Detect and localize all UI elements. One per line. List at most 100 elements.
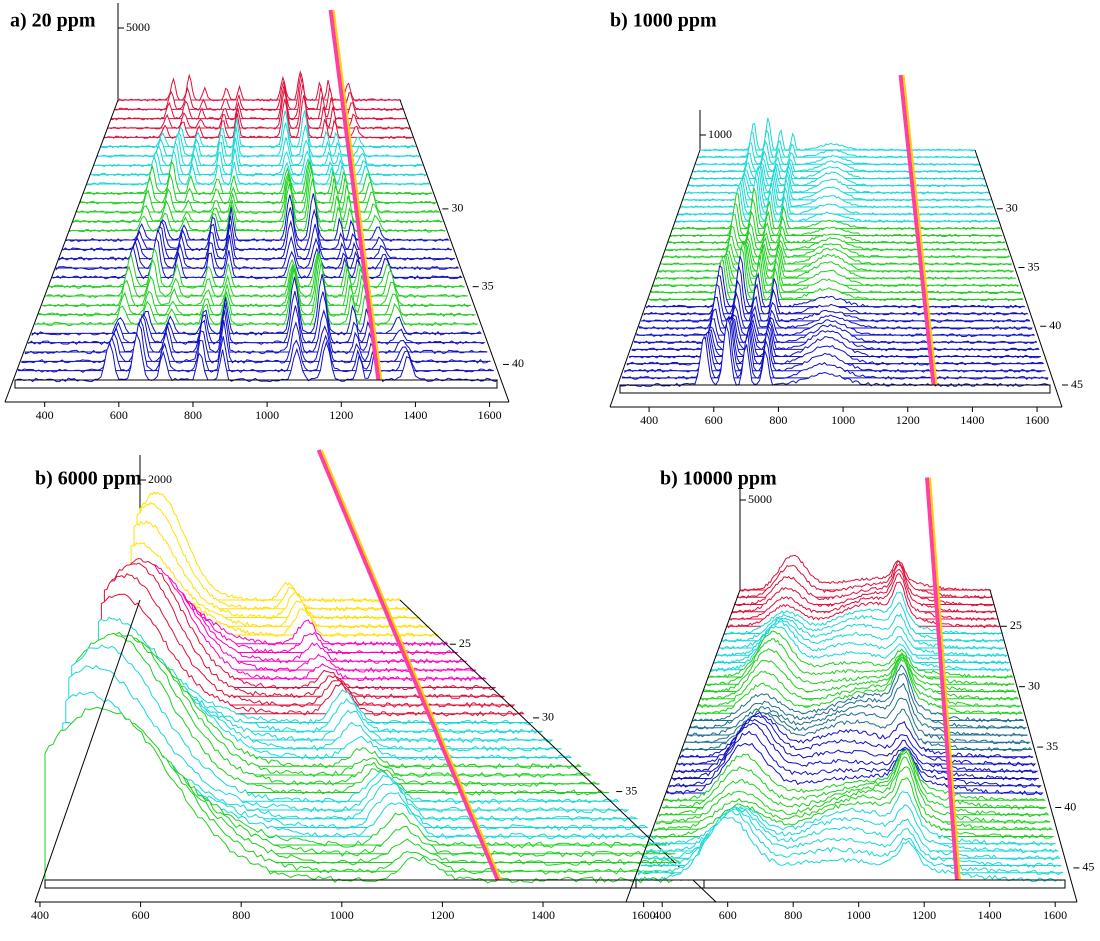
x-tick-label: 1000 [255, 408, 279, 422]
side-edge [989, 589, 1078, 903]
y-tick-label: 35 [1046, 739, 1058, 753]
panel: b) 1000 ppm 1000 400 600 800 1000 1200 1400 1600… [609, 10, 1083, 427]
spectrum-trace [731, 568, 996, 614]
x-tick-label: 1000 [847, 908, 871, 922]
spike-line [898, 74, 936, 386]
x-tick-label: 1400 [978, 908, 1002, 922]
spectrum-trace [117, 70, 402, 103]
panel: b) 10000 ppm 5000 400 600 800 1000 1200 1400 160… [625, 468, 1094, 922]
y-tick-label: 25 [459, 636, 471, 650]
x-tick-label: 1400 [531, 908, 555, 922]
x-tick-label: 800 [769, 413, 787, 427]
x-tick-label: 1000 [831, 413, 855, 427]
z-tick-label: 1000 [708, 127, 732, 141]
front-frame [44, 879, 705, 889]
spectrum-trace [109, 557, 497, 691]
y-tick-label: 30 [1028, 678, 1040, 692]
x-tick-label: 1400 [960, 413, 984, 427]
z-tick-label: 5000 [126, 20, 150, 34]
z-tick-label: 2000 [148, 472, 172, 486]
y-tick-label: 40 [1049, 318, 1061, 332]
spike-line [332, 9, 383, 381]
x-tick-label: 800 [184, 408, 202, 422]
panel: a) 20 ppm 5000 400 600 800 1000 1200 1400 1600 30… [4, 3, 524, 422]
spectrum-trace [21, 317, 491, 364]
x-tick-label: 1200 [896, 413, 920, 427]
x-tick-label: 1200 [329, 408, 353, 422]
x-tick-label: 400 [653, 908, 671, 922]
x-tick-label: 800 [232, 908, 250, 922]
x-tick-label: 1600 [1043, 908, 1067, 922]
spectrum-trace [74, 632, 610, 796]
spectrum-trace [112, 561, 488, 682]
spectrum-trace [35, 261, 478, 327]
y-tick-label: 35 [482, 278, 494, 292]
y-tick-label: 30 [1006, 201, 1018, 215]
spectrum-trace [729, 573, 998, 622]
front-frame [14, 379, 498, 389]
side-edge [399, 99, 510, 403]
y-tick-label: 35 [625, 783, 637, 797]
y-tick-label: 45 [1082, 860, 1094, 874]
x-tick-label: 400 [31, 908, 49, 922]
y-tick-label: 35 [1028, 259, 1040, 273]
x-tick-label: 1000 [330, 908, 354, 922]
spike-line [929, 477, 961, 881]
spectrum-trace [69, 178, 446, 233]
spectrum-trace [100, 110, 417, 149]
x-tick-label: 600 [132, 908, 150, 922]
front-frame [619, 384, 1051, 394]
y-tick-label: 40 [1064, 799, 1076, 813]
x-tick-label: 600 [719, 908, 737, 922]
spike-line [328, 9, 381, 381]
spectrum-trace [76, 165, 441, 214]
x-tick-label: 400 [640, 413, 658, 427]
x-tick-label: 1200 [430, 908, 454, 922]
y-tick-label: 30 [451, 201, 463, 215]
spectrum-trace [72, 169, 444, 224]
x-tick-label: 600 [705, 413, 723, 427]
spectrum-trace [103, 95, 414, 140]
side-edge [974, 149, 1063, 408]
x-tick-label: 400 [36, 408, 54, 422]
x-tick-label: 600 [110, 408, 128, 422]
spectrum-trace [93, 133, 423, 168]
x-tick-label: 1200 [912, 908, 936, 922]
x-tick-label: 1600 [1025, 413, 1049, 427]
panel-title: b) 10000 ppm [660, 468, 777, 490]
spectrum-trace [66, 193, 450, 242]
panel-title: b) 1000 ppm [610, 10, 717, 32]
spike-line [320, 449, 502, 881]
x-tick-label: 1600 [632, 908, 656, 922]
spectrum-trace [28, 290, 486, 345]
spectrum-trace [635, 816, 1065, 883]
y-tick-label: 45 [1071, 377, 1083, 391]
y-tick-label: 30 [542, 710, 554, 724]
spike-line [902, 74, 938, 386]
spectrum-trace [14, 332, 499, 383]
spike-line [925, 477, 959, 881]
front-frame [635, 879, 1066, 889]
spectrum-trace [44, 706, 705, 884]
spike-line [316, 449, 500, 881]
x-tick-label: 800 [784, 908, 802, 922]
spectrum-trace [17, 321, 494, 374]
panel-title: a) 20 ppm [10, 10, 96, 32]
spectrum-trace [41, 252, 472, 308]
spectrum-trace [699, 117, 976, 152]
spectrum-trace [113, 73, 404, 111]
spectrum-trace [24, 305, 488, 355]
z-tick-label: 5000 [748, 492, 772, 506]
x-tick-label: 1400 [403, 408, 427, 422]
side-edge [4, 99, 119, 403]
spectrum-trace [107, 84, 411, 130]
spectrum-trace [77, 631, 600, 787]
y-tick-label: 40 [512, 356, 524, 370]
side-edge [609, 149, 701, 408]
panel: b) 6000 ppm 2000 400 600 800 1000 1200 1400 1600… [31, 449, 720, 922]
y-tick-label: 25 [1010, 618, 1022, 632]
side-edge [34, 599, 141, 903]
panel-title: b) 6000 ppm [35, 468, 142, 490]
side-edge [625, 589, 741, 903]
